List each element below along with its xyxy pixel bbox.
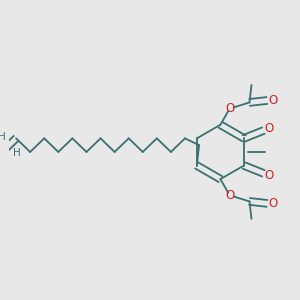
Text: O: O (268, 197, 278, 210)
Text: H: H (0, 133, 5, 142)
Text: O: O (265, 122, 274, 135)
Text: O: O (268, 94, 278, 107)
Text: O: O (226, 189, 235, 202)
Text: O: O (226, 102, 235, 115)
Text: O: O (265, 169, 274, 182)
Text: H: H (13, 148, 20, 158)
